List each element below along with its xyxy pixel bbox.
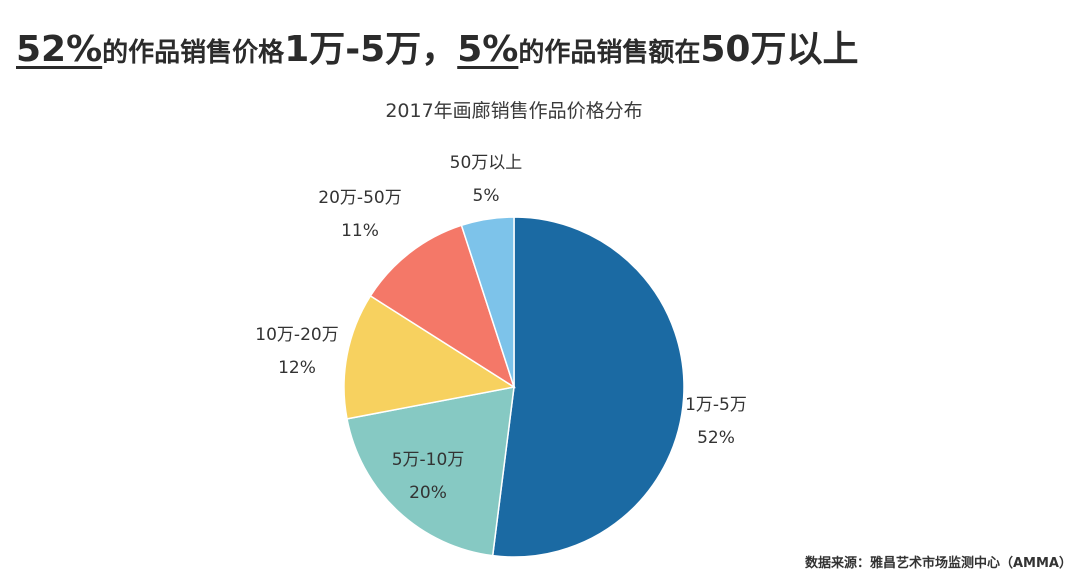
- headline-text-2: 的作品销售额在: [518, 38, 701, 68]
- chart-title: 2017年画廊销售作品价格分布: [385, 100, 643, 122]
- headline-text-1: 的作品销售价格: [102, 38, 285, 68]
- slice-percent-3: 12%: [278, 358, 316, 378]
- headline-stat-5: 5%: [457, 29, 519, 70]
- slice-percent-5: 5%: [473, 186, 500, 206]
- pie-slice-2: [346, 386, 515, 557]
- headline-threshold: 50万以上: [700, 29, 859, 70]
- slice-label-2: 5万-10万: [392, 450, 465, 470]
- pie-slice-3: [343, 294, 517, 420]
- headline-range: 1万-5万，: [284, 29, 458, 70]
- headline-stat-52: 52%: [16, 29, 103, 70]
- slice-label-4: 20万-50万: [318, 188, 401, 208]
- slice-label-1: 1万-5万: [685, 395, 747, 415]
- slice-label-5: 50万以上: [450, 153, 523, 173]
- slice-percent-2: 20%: [409, 483, 447, 503]
- pie-slice-5: [460, 216, 515, 388]
- pie-slice-4: [369, 224, 516, 389]
- headline: 52% 的作品销售价格 1万-5万， 5% 的作品销售额在 50万以上: [16, 20, 858, 72]
- pie-slice-1: [491, 216, 685, 558]
- slice-label-3: 10万-20万: [255, 325, 338, 345]
- slice-percent-4: 11%: [341, 221, 379, 241]
- data-source: 数据来源：雅昌艺术市场监测中心（AMMA）: [805, 556, 1072, 571]
- slice-percent-1: 52%: [697, 428, 735, 448]
